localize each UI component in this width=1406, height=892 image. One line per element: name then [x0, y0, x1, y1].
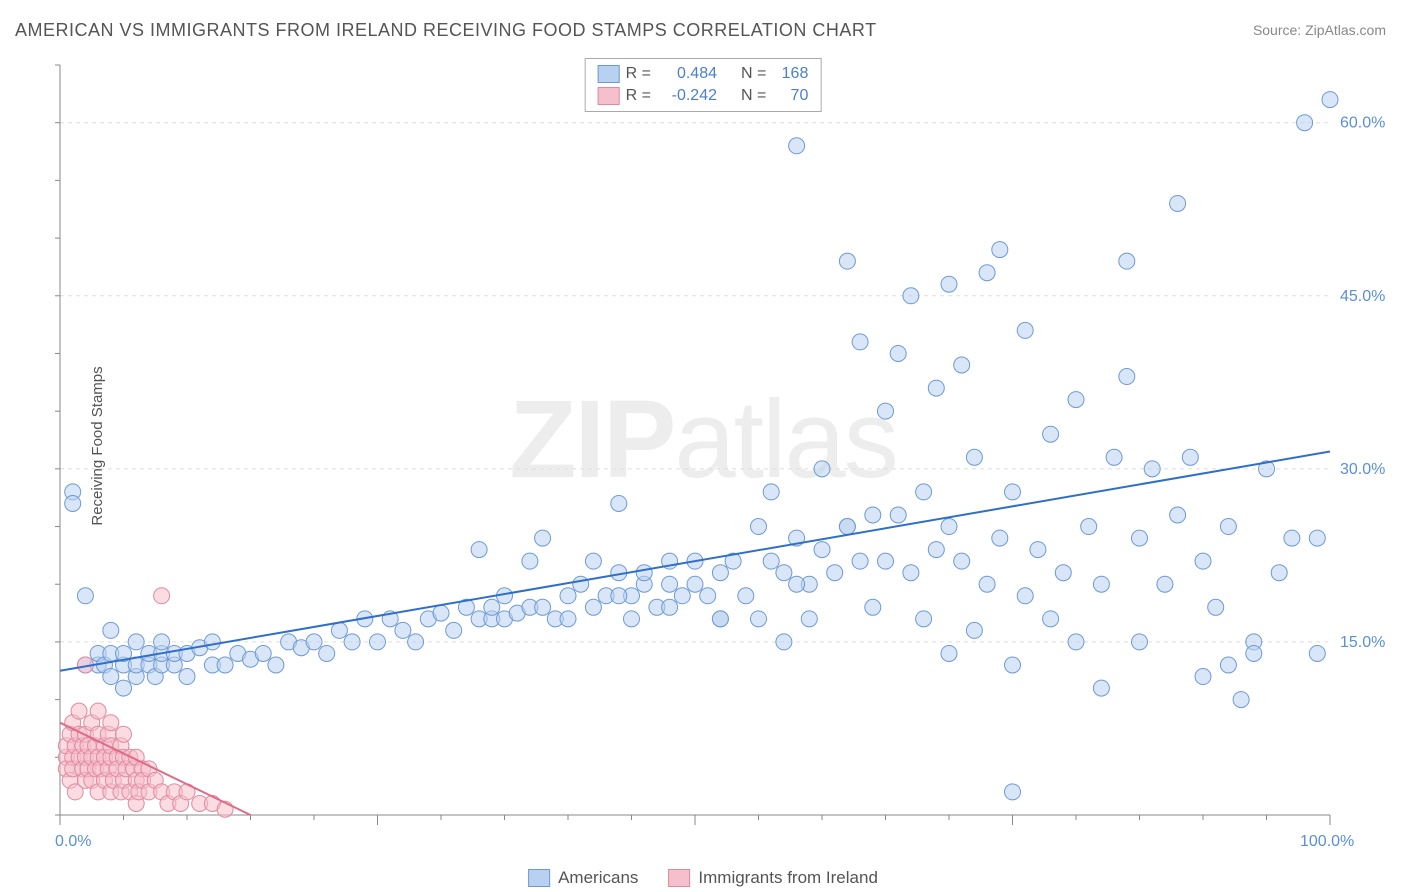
svg-text:60.0%: 60.0%: [1340, 115, 1385, 132]
n-value-americans: 168: [772, 63, 808, 85]
scatter-plot: 15.0% 30.0% 45.0% 60.0%: [50, 55, 1390, 855]
legend-row-ireland: R = -0.242 N = 70: [598, 85, 809, 107]
legend-series: Americans Immigrants from Ireland: [528, 868, 878, 888]
svg-text:15.0%: 15.0%: [1340, 634, 1385, 651]
legend-row-americans: R = 0.484 N = 168: [598, 63, 809, 85]
x-axis-max: 100.0%: [1300, 833, 1354, 851]
n-value-ireland: 70: [772, 85, 808, 107]
legend-swatch-ireland: [668, 869, 690, 887]
x-axis-min: 0.0%: [55, 833, 91, 851]
legend-swatch-americans: [528, 869, 550, 887]
swatch-americans: [598, 65, 620, 83]
chart-container: AMERICAN VS IMMIGRANTS FROM IRELAND RECE…: [0, 0, 1406, 892]
swatch-ireland: [598, 87, 620, 105]
svg-text:45.0%: 45.0%: [1340, 288, 1385, 305]
r-value-ireland: -0.242: [657, 85, 717, 107]
source-label: Source: ZipAtlas.com: [1253, 22, 1386, 38]
legend-item-ireland: Immigrants from Ireland: [668, 868, 878, 888]
chart-title: AMERICAN VS IMMIGRANTS FROM IRELAND RECE…: [15, 20, 877, 41]
r-value-americans: 0.484: [657, 63, 717, 85]
legend-correlation: R = 0.484 N = 168 R = -0.242 N = 70: [585, 58, 822, 112]
svg-text:30.0%: 30.0%: [1340, 461, 1385, 478]
legend-item-americans: Americans: [528, 868, 638, 888]
